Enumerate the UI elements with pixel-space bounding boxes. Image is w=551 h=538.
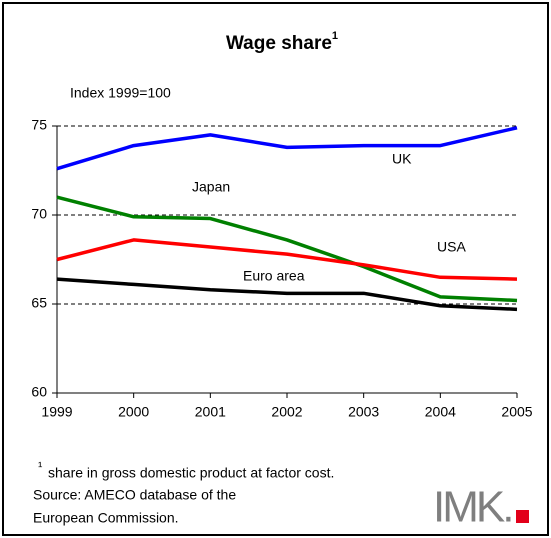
source: Source: AMECO database of the	[33, 487, 236, 503]
y-tick-label: 65	[31, 295, 47, 311]
footnote-mark: ¹	[38, 458, 43, 473]
series-line	[56, 238, 518, 281]
series-line	[56, 195, 518, 303]
series-label: UK	[392, 151, 412, 167]
logo-square	[516, 510, 529, 523]
x-tick-label: 2005	[501, 404, 532, 420]
footnote-text: share in gross domestic product at facto…	[48, 465, 334, 481]
series-line	[56, 277, 518, 312]
x-tick-label: 2003	[348, 404, 379, 420]
x-tick-label: 2004	[425, 404, 456, 420]
series-label: Japan	[192, 179, 230, 195]
y-tick-label: 75	[31, 117, 47, 133]
y-tick-label: 70	[31, 206, 47, 222]
subtitle: Index 1999=100	[70, 85, 171, 101]
title-text: Wage share	[226, 33, 332, 54]
title-superscript: 1	[332, 30, 338, 42]
x-tick-label: 2001	[195, 404, 226, 420]
y-tick-label: 60	[31, 384, 47, 400]
series-label: Euro area	[243, 268, 305, 284]
x-tick-label: 1999	[41, 404, 72, 420]
chart-title: Wage share1	[226, 30, 338, 54]
series-label: USA	[437, 239, 466, 255]
source: European Commission.	[33, 510, 179, 526]
x-tick-label: 2002	[271, 404, 302, 420]
logo: IMK.	[433, 483, 511, 532]
series-line	[56, 126, 518, 171]
x-tick-label: 2000	[118, 404, 149, 420]
